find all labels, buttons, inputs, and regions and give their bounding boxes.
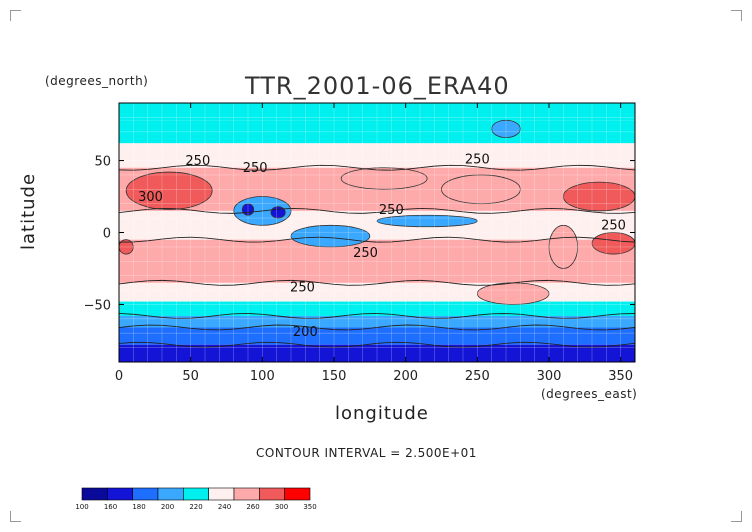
colorbar-swatch [132, 487, 159, 501]
field-feature [290, 224, 371, 248]
frame-corner-bottom-right [731, 511, 742, 522]
field-feature [591, 232, 635, 255]
x-tick-label: 250 [465, 369, 490, 384]
frame-corner-top-left [10, 10, 21, 21]
y-axis-label: latitude [18, 172, 39, 250]
contour-label: 300 [138, 190, 163, 205]
colorbar-swatch [157, 487, 184, 501]
contour-interval-note: CONTOUR INTERVAL = 2.500E+01 [256, 446, 477, 460]
field-feature [476, 282, 550, 305]
zonal-band [119, 315, 635, 328]
x-axis-unit: (degrees_east) [541, 387, 638, 401]
x-axis-label: longitude [335, 403, 429, 424]
x-tick-label: 0 [115, 369, 123, 384]
colorbar-swatch [107, 487, 133, 501]
x-tick-label: 200 [393, 369, 418, 384]
colorbar-swatch [284, 487, 311, 501]
colorbar-swatch [183, 487, 209, 501]
frame-corner-top-right [731, 10, 742, 21]
y-tick-label: 50 [94, 155, 111, 170]
x-tick-label: 150 [322, 369, 347, 384]
contour-label: 200 [293, 325, 318, 340]
contour-line [119, 324, 635, 331]
colorbar-label: 260 [246, 503, 259, 511]
colorbar-swatch [208, 487, 235, 501]
contour-line [119, 236, 635, 243]
colorbar-label: 300 [275, 503, 288, 511]
zonal-band [119, 327, 635, 345]
colorbar-label: 350 [303, 503, 316, 511]
field-feature [270, 206, 286, 219]
contour-line [119, 313, 635, 319]
contour-label: 250 [243, 161, 268, 176]
field-feature [441, 174, 521, 205]
zonal-band [119, 301, 635, 316]
zonal-band [119, 103, 635, 121]
colorbar-label: 180 [132, 503, 145, 511]
y-tick-label: 0 [103, 227, 111, 242]
field-feature [548, 224, 579, 269]
contour-line [119, 207, 635, 214]
colorbar-swatch [233, 487, 260, 501]
contour-label: 250 [353, 246, 378, 261]
contour-label: 250 [465, 152, 490, 167]
field-feature [376, 214, 478, 228]
colorbar-label: 160 [104, 503, 117, 511]
frame-corner-bottom-left [10, 511, 21, 522]
field-feature [119, 239, 134, 255]
zonal-band [119, 344, 635, 362]
chart-title: TTR_2001-06_ERA40 [245, 72, 510, 100]
x-tick-label: 100 [250, 369, 275, 384]
contour-label: 250 [601, 219, 626, 234]
colorbar-label: 220 [189, 503, 202, 511]
field-feature [562, 181, 635, 212]
y-tick-label: −50 [84, 298, 111, 313]
contour-line [119, 341, 635, 348]
field-feature [491, 119, 521, 138]
x-tick-label: 50 [182, 369, 199, 384]
colorbar-label: 240 [218, 503, 231, 511]
x-tick-label: 350 [608, 369, 633, 384]
y-axis-unit: (degrees_north) [45, 74, 149, 88]
zonal-band [119, 143, 635, 168]
colorbar-label: 100 [75, 503, 88, 511]
x-tick-label: 300 [537, 369, 562, 384]
contour-label: 250 [290, 280, 315, 295]
zonal-band [119, 210, 635, 240]
contour-label: 250 [379, 203, 404, 218]
field-feature [125, 171, 213, 210]
contour-line [119, 279, 635, 286]
colorbar-label: 200 [161, 503, 174, 511]
colorbar-swatch [259, 487, 285, 501]
colorbar-swatch [81, 487, 108, 501]
contour-label: 250 [185, 154, 210, 169]
field-feature [340, 167, 428, 190]
contour-line [119, 164, 635, 171]
field-layer [119, 103, 635, 362]
